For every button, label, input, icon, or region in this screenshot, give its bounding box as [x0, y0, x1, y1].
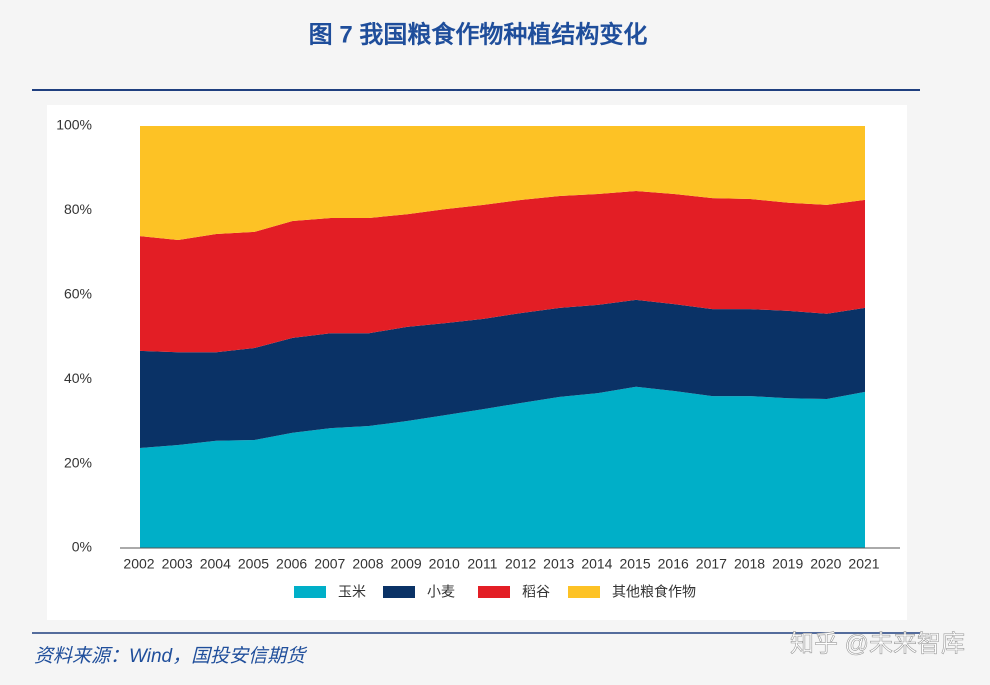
- source-note: 资料来源：Wind，国投安信期货: [34, 645, 308, 667]
- x-tick-label: 2013: [543, 556, 574, 572]
- x-tick-label: 2008: [352, 556, 383, 572]
- x-tick-label: 2010: [429, 556, 460, 572]
- x-tick-label: 2005: [238, 556, 269, 572]
- y-tick-label: 0%: [72, 539, 92, 555]
- x-tick-label: 2014: [581, 556, 612, 572]
- legend-swatch: [383, 586, 415, 598]
- x-tick-label: 2004: [200, 556, 231, 572]
- x-tick-label: 2020: [810, 556, 841, 572]
- x-tick-label: 2002: [123, 556, 154, 572]
- x-tick-label: 2007: [314, 556, 345, 572]
- legend-swatch: [294, 586, 326, 598]
- x-tick-label: 2021: [848, 556, 879, 572]
- legend-swatch: [478, 586, 510, 598]
- y-tick-label: 100%: [56, 117, 92, 133]
- watermark: 知乎 @未来智库: [790, 630, 965, 657]
- chart-title: 图 7 我国粮食作物种植结构变化: [309, 20, 648, 48]
- legend-label: 稻谷: [522, 584, 550, 600]
- x-tick-label: 2009: [391, 556, 422, 572]
- area: [140, 190, 865, 353]
- x-tick-label: 2016: [658, 556, 689, 572]
- legend-swatch: [568, 586, 600, 598]
- y-tick-label: 20%: [64, 454, 92, 470]
- legend-label: 其他粮食作物: [612, 584, 696, 600]
- area: [140, 386, 865, 548]
- legend-label: 玉米: [338, 584, 366, 600]
- x-tick-label: 2003: [162, 556, 193, 572]
- area: [140, 126, 865, 240]
- x-tick-label: 2018: [734, 556, 765, 572]
- legend-label: 小麦: [427, 584, 455, 600]
- x-tick-label: 2011: [467, 556, 497, 572]
- x-tick-label: 2019: [772, 556, 803, 572]
- y-tick-label: 40%: [64, 370, 92, 386]
- area: [140, 299, 865, 448]
- x-tick-label: 2017: [696, 556, 727, 572]
- y-tick-label: 60%: [64, 286, 92, 302]
- x-tick-label: 2015: [619, 556, 650, 572]
- x-tick-label: 2006: [276, 556, 307, 572]
- x-tick-label: 2012: [505, 556, 536, 572]
- plot: 0% 20% 40% 60% 80% 100% 2002 2003 2004 2005 2006 20…: [56, 117, 900, 600]
- y-tick-label: 80%: [64, 201, 92, 217]
